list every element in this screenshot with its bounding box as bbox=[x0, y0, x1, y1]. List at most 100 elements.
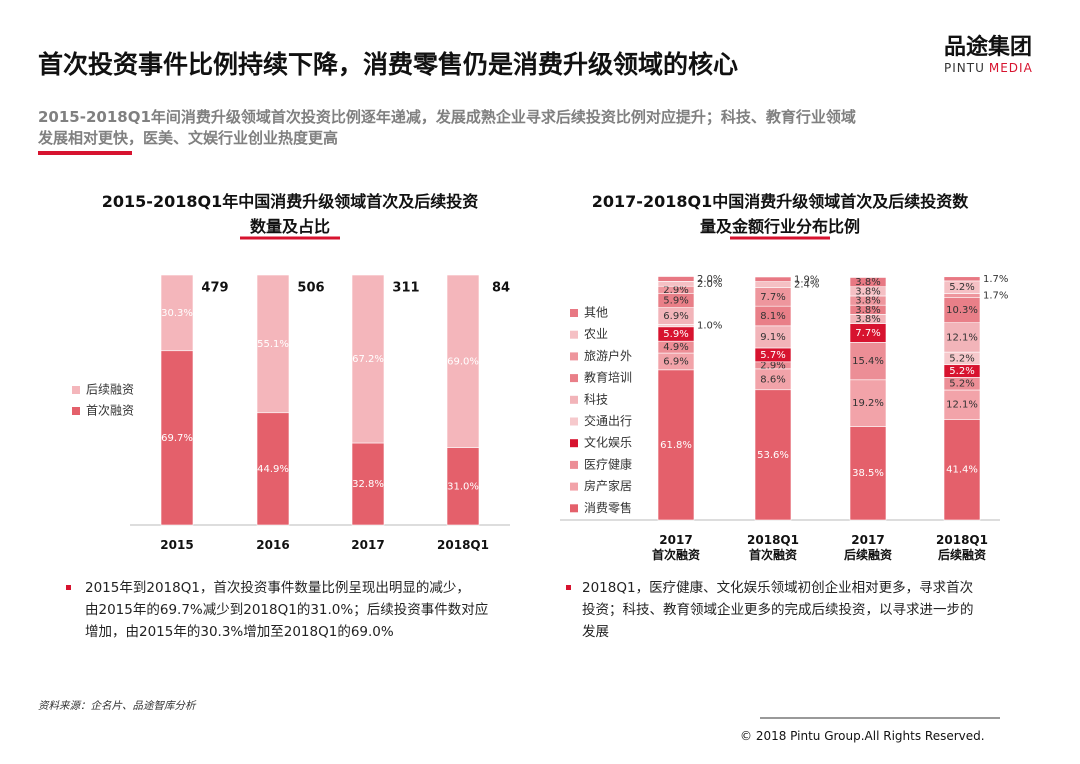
bar-segment bbox=[849, 277, 887, 288]
bar-segment bbox=[657, 276, 695, 282]
bar-segment bbox=[657, 369, 695, 521]
legend-label: 首次融资 bbox=[86, 404, 134, 418]
data-label: 61.8% bbox=[660, 440, 692, 451]
note-line: 投资；科技、教育领域企业更多的完成后续投资，以寻求进一步的 bbox=[582, 601, 974, 618]
legend-swatch bbox=[570, 482, 578, 491]
chart-title: 2017-2018Q1中国消费升级领域首次及后续投资数量及金额行业分布比例 bbox=[592, 192, 969, 236]
legend-label: 科技 bbox=[584, 392, 608, 406]
data-label: 12.1% bbox=[946, 332, 978, 343]
source-line: 资料来源：企名片、品途智库分析 bbox=[38, 700, 197, 712]
data-label: 1.7% bbox=[983, 291, 1008, 302]
legend-swatch bbox=[570, 374, 578, 383]
note: 2015年到2018Q1，首次投资事件数量比例呈现出明显的减少， 由2015年的6… bbox=[85, 580, 488, 640]
x-tick-label: 2018Q1 bbox=[437, 538, 489, 552]
subtitle-underline bbox=[38, 151, 132, 155]
data-label: 3.8% bbox=[855, 305, 880, 316]
bar-segment bbox=[446, 274, 480, 448]
data-label: 31.0% bbox=[447, 481, 479, 492]
subtitle-line: 2015-2018Q1年间消费升级领域首次投资比例逐年递减，发展成熟企业寻求后续… bbox=[38, 108, 856, 126]
bar-segment bbox=[160, 274, 194, 352]
x-tick-label-line: 2018Q1 bbox=[437, 538, 489, 552]
x-tick-label-line: 2018Q1 bbox=[936, 533, 988, 547]
slide-title-line: 首次投资事件比例持续下降，消费零售仍是消费升级领域的核心 bbox=[38, 50, 738, 79]
logo-word: PINTU bbox=[944, 61, 985, 75]
data-label: 3.8% bbox=[855, 286, 880, 297]
legend-label: 其他 bbox=[584, 306, 608, 320]
bar-segment bbox=[849, 342, 887, 381]
data-label: 5.2% bbox=[949, 379, 974, 390]
legend-swatch bbox=[570, 309, 578, 317]
data-label: 8.1% bbox=[760, 311, 785, 322]
data-label: 5.2% bbox=[949, 366, 974, 377]
data-label: 44.9% bbox=[257, 464, 289, 475]
chart-title: 2015-2018Q1年中国消费升级领域首次及后续投资数量及占比 bbox=[102, 192, 478, 236]
bar-segment bbox=[943, 276, 981, 282]
bar-segment bbox=[849, 426, 887, 521]
total-label: 84 bbox=[492, 281, 510, 296]
bar-segment bbox=[160, 350, 194, 526]
data-label: 6.9% bbox=[663, 356, 688, 367]
legend-swatch bbox=[570, 330, 578, 339]
legend-label: 文化娱乐 bbox=[584, 435, 632, 450]
logo-line: 品途集团 bbox=[944, 34, 1032, 60]
data-label: 3.8% bbox=[855, 296, 880, 307]
data-label: 53.6% bbox=[757, 450, 789, 461]
bar-segment bbox=[754, 276, 792, 282]
data-label: 5.2% bbox=[949, 353, 974, 364]
x-tick-label-line: 后续融资 bbox=[938, 547, 986, 562]
legend-swatch bbox=[72, 407, 80, 415]
x-tick-label: 2018Q1 后续融资 bbox=[936, 533, 988, 562]
x-tick-label-line: 后续融资 bbox=[844, 547, 892, 562]
data-label: 5.9% bbox=[663, 329, 688, 340]
total-label: 311 bbox=[392, 281, 419, 296]
legend-swatch bbox=[72, 386, 80, 394]
copyright-line: © 2018 Pintu Group.All Rights Reserved. bbox=[740, 729, 985, 743]
bar-segment bbox=[754, 281, 792, 288]
data-label: 10.3% bbox=[946, 305, 978, 316]
data-label: 30.3% bbox=[161, 308, 193, 319]
legend-label: 后续融资 bbox=[86, 383, 134, 397]
data-label: 5.2% bbox=[949, 282, 974, 293]
chart-title-line: 数量及占比 bbox=[250, 217, 330, 236]
data-label: 67.2% bbox=[352, 354, 384, 365]
x-tick-label-line: 2016 bbox=[256, 538, 289, 552]
note-line: 发展 bbox=[582, 624, 609, 640]
bar-segment bbox=[943, 297, 981, 323]
total-label: 506 bbox=[297, 281, 324, 296]
copyright: © 2018 Pintu Group.All Rights Reserved. bbox=[740, 729, 985, 743]
chart-title-line: 量及金额行业分布比例 bbox=[700, 217, 860, 236]
legend-label: 房产家居 bbox=[584, 478, 632, 493]
bullet bbox=[566, 585, 571, 590]
data-label: 8.6% bbox=[760, 374, 785, 385]
x-tick-label: 2015 bbox=[160, 538, 193, 552]
legend-swatch bbox=[570, 460, 578, 469]
data-label: 1.0% bbox=[697, 321, 722, 332]
logo-word: MEDIA bbox=[989, 61, 1033, 75]
note-line: 2018Q1，医疗健康、文化娱乐领域初创企业相对更多，寻求首次 bbox=[582, 579, 973, 596]
data-label: 4.9% bbox=[663, 342, 688, 353]
chart-title-line: 2017-2018Q1中国消费升级领域首次及后续投资数 bbox=[592, 192, 969, 211]
bar-segment bbox=[657, 324, 695, 328]
data-label: 55.1% bbox=[257, 339, 289, 350]
x-tick-label: 2016 bbox=[256, 538, 289, 552]
x-tick-label-line: 2017 bbox=[851, 533, 884, 547]
subtitle: 2015-2018Q1年间消费升级领域首次投资比例逐年递减，发展成熟企业寻求后续… bbox=[37, 108, 856, 147]
subtitle-line: 发展相对更快，医美、文娱行业创业热度更高 bbox=[37, 129, 338, 147]
bar-segment bbox=[351, 442, 385, 526]
slide-title: 首次投资事件比例持续下降，消费零售仍是消费升级领域的核心 bbox=[38, 50, 738, 79]
note-line: 由2015年的69.7%减少到2018Q1的31.0%；后续投资事件数对应 bbox=[85, 601, 488, 618]
note-line: 增加，由2015年的30.3%增加至2018Q1的69.0% bbox=[85, 624, 394, 640]
legend-label: 医疗健康 bbox=[584, 456, 632, 471]
data-label: 15.4% bbox=[852, 356, 884, 367]
bar-segment bbox=[943, 419, 981, 521]
bar-segment bbox=[943, 322, 981, 353]
data-label: 12.1% bbox=[946, 400, 978, 411]
data-label: 2.4% bbox=[794, 280, 819, 291]
logo-sub: PINTU MEDIA bbox=[944, 61, 1033, 75]
bar-segment bbox=[754, 389, 792, 521]
x-tick-label: 2018Q1 首次融资 bbox=[747, 533, 799, 562]
legend-label: 农业 bbox=[584, 327, 608, 341]
x-tick-label-line: 首次融资 bbox=[749, 547, 797, 562]
legend-swatch bbox=[570, 439, 578, 448]
x-tick-label-line: 2017 bbox=[351, 538, 384, 552]
